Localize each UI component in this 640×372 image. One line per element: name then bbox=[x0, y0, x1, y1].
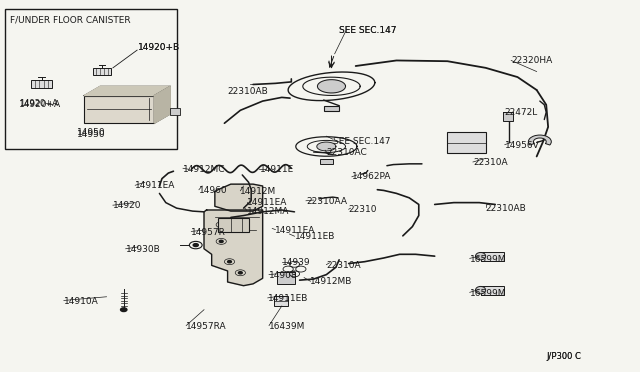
Bar bbox=[276, 272, 294, 284]
Bar bbox=[320, 159, 333, 164]
Text: 14956V: 14956V bbox=[505, 141, 540, 150]
Ellipse shape bbox=[476, 286, 486, 294]
Text: 14920+B: 14920+B bbox=[138, 43, 180, 52]
Text: 22310A: 22310A bbox=[473, 157, 508, 167]
Polygon shape bbox=[84, 86, 170, 96]
Polygon shape bbox=[215, 184, 262, 211]
Text: SEE SEC.147: SEE SEC.147 bbox=[339, 26, 397, 35]
Bar bbox=[503, 112, 513, 121]
Bar bbox=[274, 296, 288, 306]
Circle shape bbox=[220, 224, 223, 226]
Text: 14911EB: 14911EB bbox=[294, 232, 335, 241]
Bar bbox=[218, 218, 248, 232]
Text: J/P300 C: J/P300 C bbox=[546, 352, 581, 361]
Bar bbox=[324, 106, 339, 111]
Text: 14912M: 14912M bbox=[241, 187, 276, 196]
Circle shape bbox=[220, 240, 223, 243]
Bar bbox=[447, 132, 486, 153]
Text: 16439M: 16439M bbox=[269, 322, 305, 331]
Bar bbox=[4, 9, 177, 149]
Text: 22310: 22310 bbox=[349, 205, 377, 215]
Text: 14908: 14908 bbox=[269, 271, 298, 280]
Circle shape bbox=[228, 260, 232, 263]
Text: 14957RA: 14957RA bbox=[186, 322, 227, 331]
Text: SEE SEC.147: SEE SEC.147 bbox=[339, 26, 397, 35]
Polygon shape bbox=[204, 210, 262, 286]
Text: 14912MA: 14912MA bbox=[246, 206, 289, 216]
Text: 14920: 14920 bbox=[113, 201, 141, 210]
Text: 14957R: 14957R bbox=[191, 228, 226, 237]
Bar bbox=[93, 68, 111, 75]
Text: F/UNDER FLOOR CANISTER: F/UNDER FLOOR CANISTER bbox=[10, 15, 131, 25]
Text: 14950: 14950 bbox=[77, 128, 105, 137]
Text: 22310AC: 22310AC bbox=[326, 148, 367, 157]
Polygon shape bbox=[317, 142, 336, 151]
Text: 14911EA: 14911EA bbox=[275, 226, 316, 235]
Text: J/P300 C: J/P300 C bbox=[546, 352, 581, 361]
Ellipse shape bbox=[476, 253, 486, 260]
Text: 14930B: 14930B bbox=[125, 245, 161, 254]
Bar bbox=[84, 96, 154, 123]
Text: 14910A: 14910A bbox=[64, 297, 99, 306]
Text: 14911EA: 14911EA bbox=[246, 198, 287, 207]
Text: 22310AB: 22310AB bbox=[228, 87, 268, 96]
Text: 22310AA: 22310AA bbox=[306, 197, 347, 206]
Text: 16599M: 16599M bbox=[470, 254, 506, 264]
Polygon shape bbox=[154, 86, 170, 123]
Text: 14911EB: 14911EB bbox=[268, 294, 308, 303]
Text: 14962PA: 14962PA bbox=[352, 172, 391, 181]
Text: SEE SEC.147: SEE SEC.147 bbox=[333, 137, 390, 146]
Text: 22320HA: 22320HA bbox=[511, 56, 552, 65]
Wedge shape bbox=[529, 135, 551, 145]
Circle shape bbox=[239, 272, 243, 274]
Text: 14920+A: 14920+A bbox=[19, 100, 61, 109]
Polygon shape bbox=[317, 80, 346, 93]
Text: 22472L: 22472L bbox=[505, 108, 538, 117]
Bar bbox=[170, 108, 180, 115]
Circle shape bbox=[120, 308, 127, 311]
Text: 22310A: 22310A bbox=[326, 261, 361, 270]
Bar bbox=[481, 286, 504, 295]
Text: 14960: 14960 bbox=[199, 186, 228, 195]
Text: 14912MB: 14912MB bbox=[310, 278, 353, 286]
Text: 16599M: 16599M bbox=[470, 289, 506, 298]
Text: 14911E: 14911E bbox=[259, 165, 294, 174]
Text: 14920+A: 14920+A bbox=[19, 99, 58, 108]
Text: 22310AB: 22310AB bbox=[486, 203, 527, 213]
Bar bbox=[481, 252, 504, 260]
Bar bbox=[31, 80, 52, 89]
Circle shape bbox=[193, 244, 198, 247]
Text: 14950: 14950 bbox=[77, 130, 105, 139]
Text: 14911EA: 14911EA bbox=[135, 182, 175, 190]
Text: 14920+B: 14920+B bbox=[138, 43, 180, 52]
Text: 14912MC: 14912MC bbox=[183, 165, 225, 174]
Text: 14939: 14939 bbox=[282, 258, 310, 267]
